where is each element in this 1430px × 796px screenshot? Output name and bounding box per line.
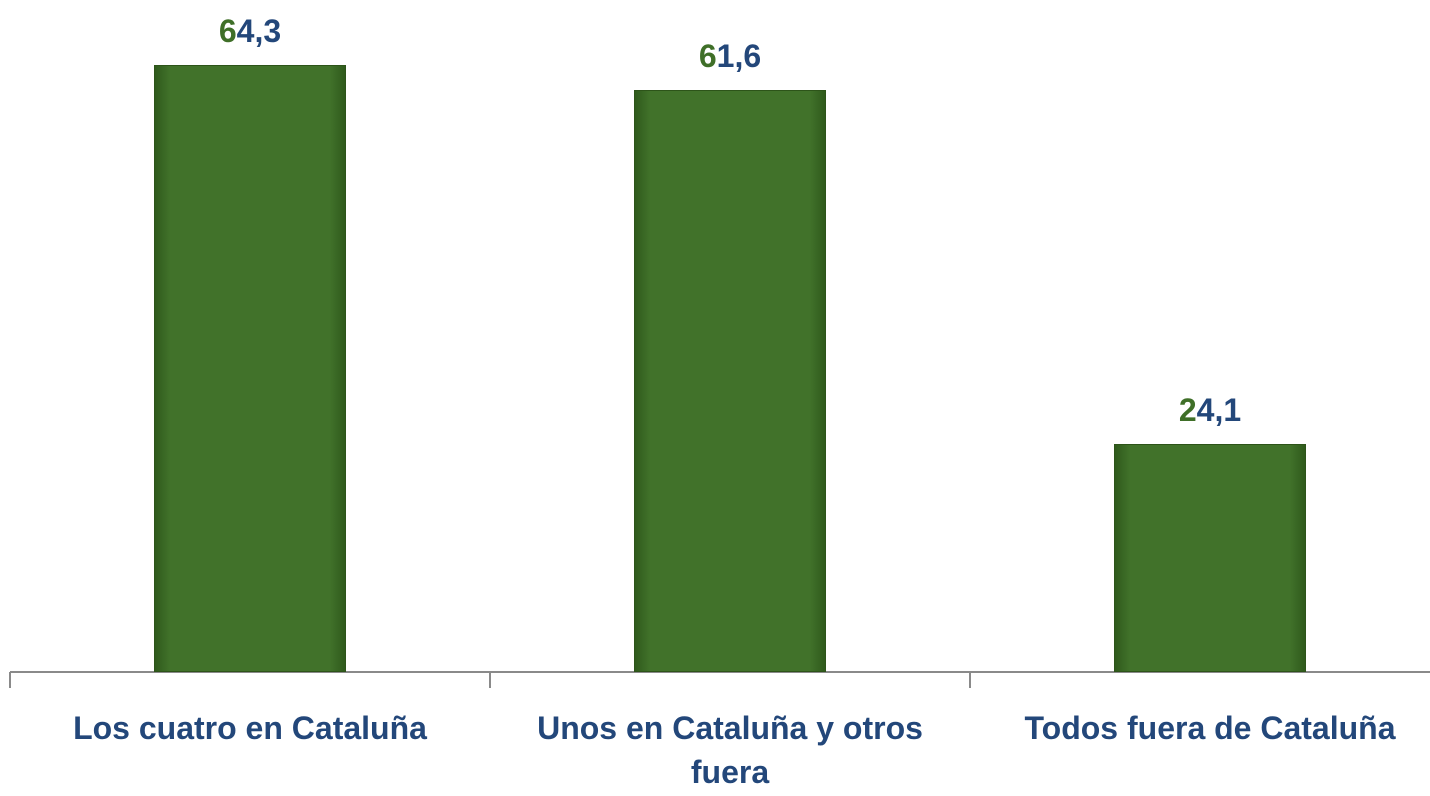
bar	[154, 65, 346, 672]
axis-tick	[9, 672, 11, 688]
x-tick-label: Todos fuera de Cataluña	[1024, 710, 1396, 746]
axis-tick	[489, 672, 491, 688]
bar	[634, 90, 826, 672]
value-label: 64,3	[218, 13, 282, 49]
x-tick-label: Los cuatro en Cataluña	[73, 710, 427, 746]
value-label: 24,1	[1178, 392, 1242, 429]
x-axis	[10, 671, 1430, 673]
axis-tick	[969, 672, 971, 688]
x-tick-label: Unos en Cataluña y otros fuera	[537, 710, 923, 790]
value-label: 61,6	[698, 38, 762, 75]
bar	[1114, 444, 1306, 672]
